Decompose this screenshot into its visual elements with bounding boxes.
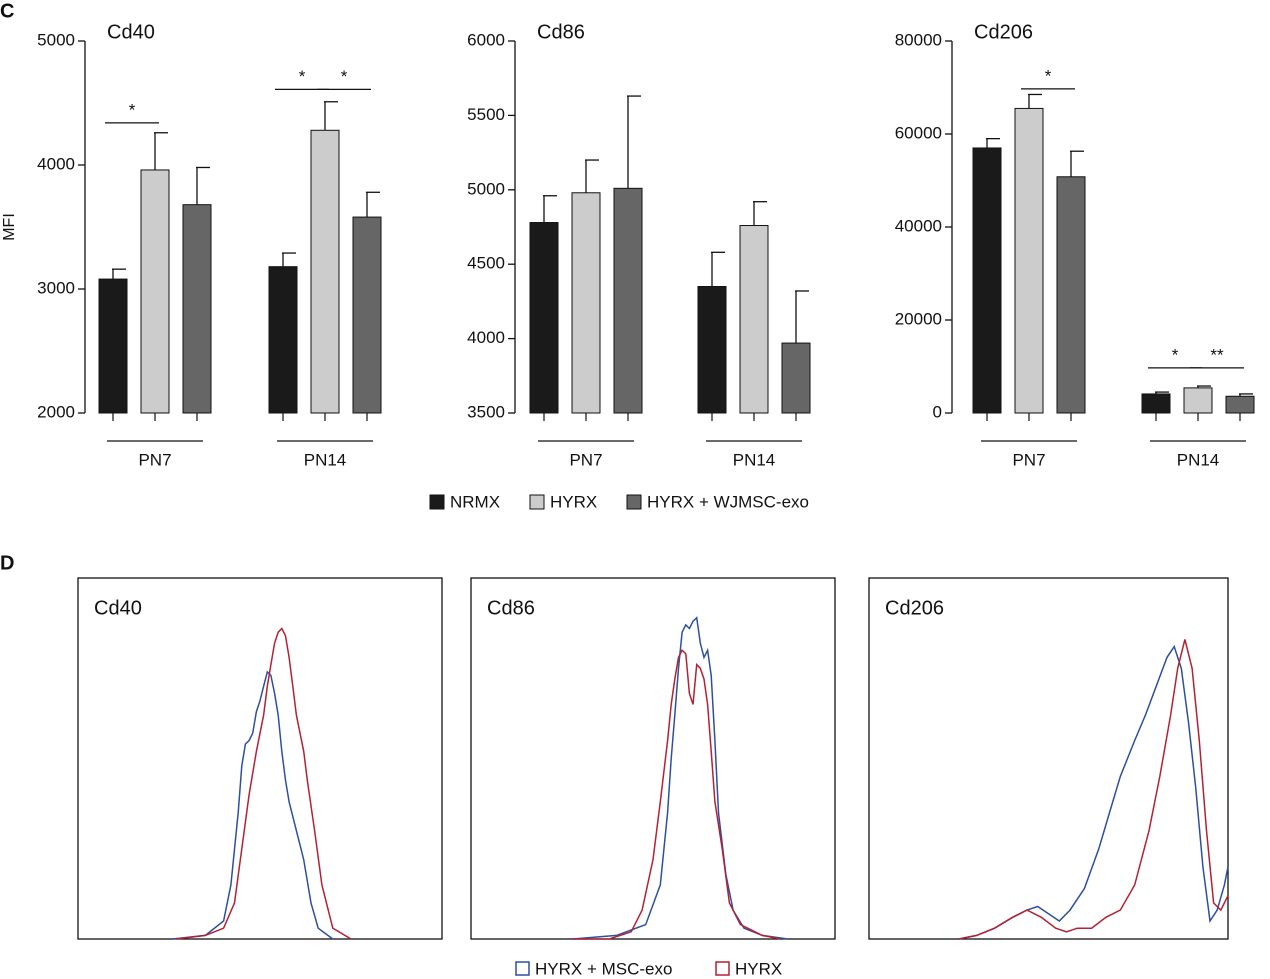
- legend-label: HYRX + MSC-exo: [535, 959, 672, 978]
- bar: [739, 225, 769, 414]
- y-tick-label: 80000: [895, 30, 942, 49]
- panel-label: D: [0, 552, 14, 574]
- bar: [571, 192, 601, 414]
- histogram-curve: [958, 644, 1229, 940]
- y-tick-label: 3000: [37, 278, 75, 297]
- x-tick-label: PN14: [1177, 450, 1220, 469]
- histogram-curve: [572, 648, 781, 940]
- significance-label: *: [341, 67, 348, 86]
- bar: [529, 222, 559, 414]
- y-tick-label: 3500: [467, 402, 505, 421]
- chart-title: Cd40: [107, 21, 155, 43]
- y-tick-label: 0: [933, 402, 942, 421]
- significance-label: *: [299, 67, 306, 86]
- bar: [1056, 176, 1086, 414]
- y-tick-label: 5000: [37, 30, 75, 49]
- y-tick-label: 2000: [37, 402, 75, 421]
- histogram-curve: [172, 670, 334, 940]
- bar: [972, 147, 1002, 414]
- x-tick-label: PN14: [304, 450, 347, 469]
- y-tick-label: 60000: [895, 123, 942, 142]
- bar: [352, 216, 382, 414]
- legend-label: HYRX + WJMSC-exo: [647, 492, 809, 511]
- chart-title: Cd86: [487, 597, 535, 619]
- bar: [1225, 395, 1255, 414]
- bar: [1183, 387, 1213, 414]
- bar: [98, 278, 128, 414]
- x-tick-label: PN7: [569, 450, 602, 469]
- legend-swatch: [529, 494, 545, 510]
- legend-label: HYRX: [735, 959, 782, 978]
- bar: [268, 266, 298, 414]
- y-tick-label: 20000: [895, 309, 942, 328]
- significance-label: *: [129, 100, 136, 119]
- panel-label: C: [0, 0, 14, 22]
- x-tick-label: PN7: [138, 450, 171, 469]
- x-tick-label: PN7: [1012, 450, 1045, 469]
- bar: [613, 187, 643, 414]
- y-tick-label: 4000: [467, 328, 505, 347]
- chart-title: Cd206: [885, 597, 944, 619]
- y-tick-label: 6000: [467, 30, 505, 49]
- histogram-curve: [572, 616, 788, 940]
- significance-label: **: [1210, 345, 1224, 364]
- plot-frame: [868, 577, 1229, 940]
- legend-swatch: [715, 961, 730, 976]
- y-tick-label: 4500: [467, 254, 505, 273]
- bar: [310, 129, 340, 414]
- y-tick-label: 5500: [467, 105, 505, 124]
- legend-swatch: [515, 961, 530, 976]
- legend-label: NRMX: [450, 492, 500, 511]
- x-tick-label: PN14: [733, 450, 776, 469]
- y-tick-label: 40000: [895, 216, 942, 235]
- histogram-curve: [176, 627, 352, 940]
- bar: [140, 169, 170, 414]
- chart-title: Cd206: [974, 21, 1033, 43]
- significance-label: *: [1172, 345, 1179, 364]
- bar: [1141, 393, 1171, 414]
- bar: [182, 204, 212, 414]
- y-tick-label: 4000: [37, 154, 75, 173]
- bar: [697, 286, 727, 414]
- histogram-curve: [958, 639, 1229, 940]
- plot-frame: [77, 577, 443, 940]
- legend-swatch: [626, 494, 642, 510]
- plot-frame: [470, 577, 836, 940]
- chart-title: Cd40: [94, 597, 142, 619]
- significance-label: *: [1045, 66, 1052, 85]
- bar: [1014, 107, 1044, 414]
- legend-label: HYRX: [550, 492, 597, 511]
- y-axis-label: MFI: [1, 213, 18, 241]
- y-tick-label: 5000: [467, 179, 505, 198]
- legend-swatch: [429, 494, 445, 510]
- bar: [781, 342, 811, 414]
- chart-title: Cd86: [537, 21, 585, 43]
